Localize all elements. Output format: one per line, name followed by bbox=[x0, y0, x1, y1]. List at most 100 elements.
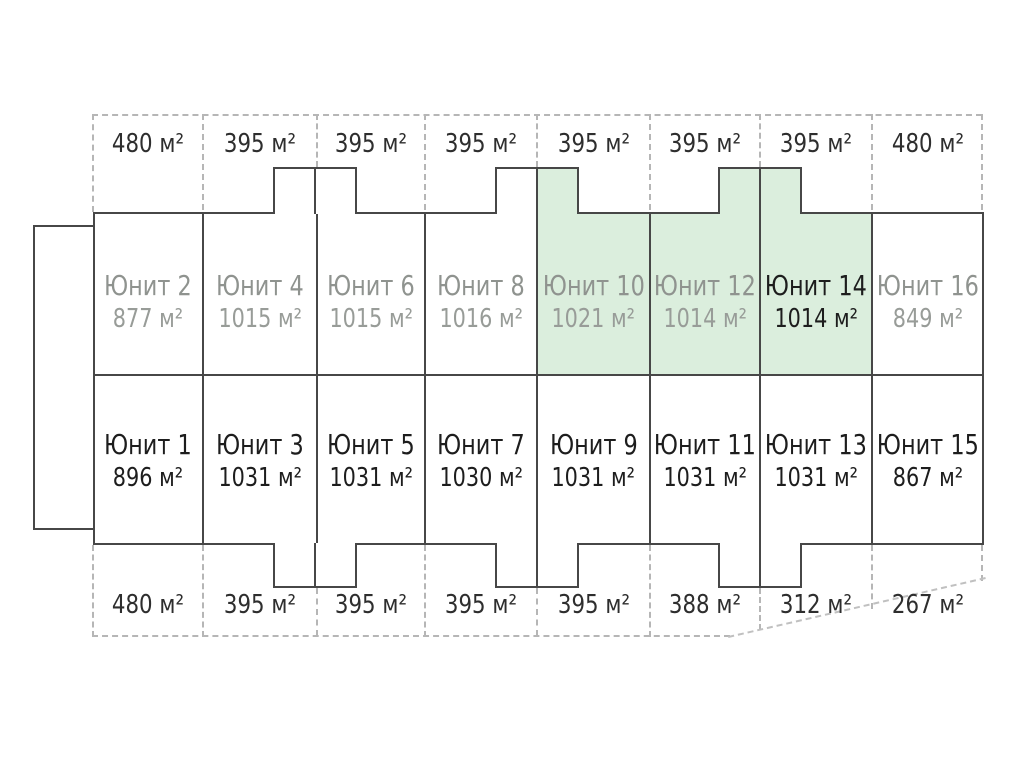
stub-half bbox=[316, 543, 355, 586]
stub-half bbox=[316, 169, 355, 214]
bottom-parcel-area-5: 395 м² bbox=[557, 590, 630, 620]
unit-7[interactable]: Юнит 7 1030 м² bbox=[425, 377, 537, 543]
unit-area: 1031 м² bbox=[551, 463, 636, 493]
unit-divider bbox=[759, 214, 761, 543]
unit-name: Юнит 12 bbox=[653, 268, 757, 302]
unit-name: Юнит 9 bbox=[549, 428, 638, 461]
stub-half bbox=[538, 169, 577, 214]
unit-area: 849 м² bbox=[892, 303, 964, 334]
unit-name: Юнит 11 bbox=[653, 428, 757, 461]
stub-half bbox=[275, 169, 316, 214]
top-stub-1 bbox=[273, 167, 357, 214]
top-stub-2 bbox=[495, 167, 579, 214]
unit-area: 877 м² bbox=[112, 303, 184, 334]
unit-divider bbox=[871, 214, 873, 543]
unit-6[interactable]: Юнит 6 1015 м² bbox=[317, 214, 425, 375]
stub-half bbox=[720, 543, 761, 586]
unit-divider bbox=[536, 214, 538, 543]
unit-area: 1015 м² bbox=[329, 303, 413, 334]
bottom-stub-2 bbox=[495, 543, 579, 588]
unit-area: 1030 м² bbox=[439, 463, 523, 493]
dashed-line bbox=[536, 588, 538, 636]
dashed-line bbox=[316, 114, 318, 167]
unit-name: Юнит 5 bbox=[327, 428, 415, 461]
dashed-line bbox=[202, 545, 204, 637]
unit-name: Юнит 3 bbox=[216, 428, 304, 461]
dashed-line bbox=[649, 114, 651, 210]
unit-name: Юнит 7 bbox=[437, 428, 525, 461]
bottom-parcel-area-3: 395 м² bbox=[334, 590, 408, 620]
bottom-parcel-area-7: 312 м² bbox=[779, 590, 853, 620]
dashed-line bbox=[536, 114, 538, 167]
unit-divider bbox=[202, 214, 204, 543]
stub-half bbox=[761, 169, 800, 214]
unit-16[interactable]: Юнит 16 849 м² bbox=[872, 214, 984, 375]
unit-3[interactable]: Юнит 3 1031 м² bbox=[203, 377, 317, 543]
unit-8[interactable]: Юнит 8 1016 м² bbox=[425, 214, 537, 375]
bottom-stub-1 bbox=[273, 543, 357, 588]
unit-area: 1014 м² bbox=[774, 303, 858, 334]
dashed-line bbox=[759, 114, 761, 167]
unit-area: 1014 м² bbox=[663, 303, 747, 334]
top-parcel-area-3: 395 м² bbox=[334, 129, 408, 159]
unit-area: 896 м² bbox=[112, 463, 184, 493]
row-divider bbox=[95, 374, 982, 376]
bottom-parcel-area-4: 395 м² bbox=[444, 590, 518, 620]
side-annex bbox=[33, 225, 95, 530]
unit-9[interactable]: Юнит 9 1031 м² bbox=[537, 377, 650, 543]
dashed-line bbox=[92, 545, 94, 637]
unit-area: 1031 м² bbox=[774, 463, 858, 493]
top-stub-3 bbox=[718, 167, 802, 214]
dashed-line bbox=[424, 114, 426, 210]
top-parcel-area-7: 395 м² bbox=[779, 129, 853, 159]
top-parcel-area-5: 395 м² bbox=[557, 129, 630, 159]
unit-4[interactable]: Юнит 4 1015 м² bbox=[203, 214, 317, 375]
bottom-parcel-area-1: 480 м² bbox=[111, 590, 185, 620]
bottom-parcel-area-6: 388 м² bbox=[668, 590, 742, 620]
unit-area: 1031 м² bbox=[329, 463, 413, 493]
unit-15[interactable]: Юнит 15 867 м² bbox=[872, 377, 984, 543]
unit-name: Юнит 1 bbox=[104, 428, 192, 461]
unit-name: Юнит 4 bbox=[216, 268, 304, 302]
stub-half bbox=[538, 543, 577, 586]
unit-area: 867 м² bbox=[892, 463, 964, 493]
dashed-line bbox=[92, 635, 730, 637]
dashed-line bbox=[649, 545, 651, 637]
bottom-parcel-area-8: 267 м² bbox=[891, 590, 965, 620]
unit-divider bbox=[424, 214, 426, 543]
unit-area: 1015 м² bbox=[218, 303, 302, 334]
top-parcel-area-4: 395 м² bbox=[444, 129, 518, 159]
unit-5[interactable]: Юнит 5 1031 м² bbox=[317, 377, 425, 543]
dashed-line bbox=[981, 114, 983, 210]
unit-area: 1016 м² bbox=[439, 303, 523, 334]
unit-name: Юнит 8 bbox=[437, 268, 525, 302]
dashed-line bbox=[871, 545, 873, 609]
stub-half bbox=[497, 169, 538, 214]
dashed-line bbox=[424, 545, 426, 637]
dashed-line bbox=[871, 114, 873, 210]
dashed-line bbox=[202, 114, 204, 210]
top-parcel-area-8: 480 м² bbox=[891, 129, 965, 159]
unit-1[interactable]: Юнит 1 896 м² bbox=[93, 377, 203, 543]
unit-name: Юнит 10 bbox=[542, 268, 645, 302]
unit-10[interactable]: Юнит 10 1021 м² bbox=[537, 214, 650, 375]
unit-name: Юнит 16 bbox=[876, 268, 980, 302]
unit-name: Юнит 13 bbox=[764, 428, 868, 461]
top-parcel-area-6: 395 м² bbox=[668, 129, 742, 159]
top-parcel-area-2: 395 м² bbox=[223, 129, 297, 159]
unit-area: 1021 м² bbox=[551, 303, 636, 334]
unit-divider bbox=[316, 214, 318, 543]
unit-13[interactable]: Юнит 13 1031 м² bbox=[760, 377, 872, 543]
unit-11[interactable]: Юнит 11 1031 м² bbox=[650, 377, 760, 543]
unit-14[interactable]: Юнит 14 1014 м² bbox=[760, 214, 872, 375]
stub-half bbox=[720, 169, 761, 214]
stub-half bbox=[275, 543, 316, 586]
dashed-line bbox=[759, 588, 761, 630]
top-parcel-area-1: 480 м² bbox=[111, 129, 185, 159]
unit-2[interactable]: Юнит 2 877 м² bbox=[93, 214, 203, 375]
dashed-line bbox=[981, 545, 983, 581]
unit-12[interactable]: Юнит 12 1014 м² bbox=[650, 214, 760, 375]
unit-area: 1031 м² bbox=[663, 463, 747, 493]
unit-name: Юнит 6 bbox=[327, 268, 415, 302]
